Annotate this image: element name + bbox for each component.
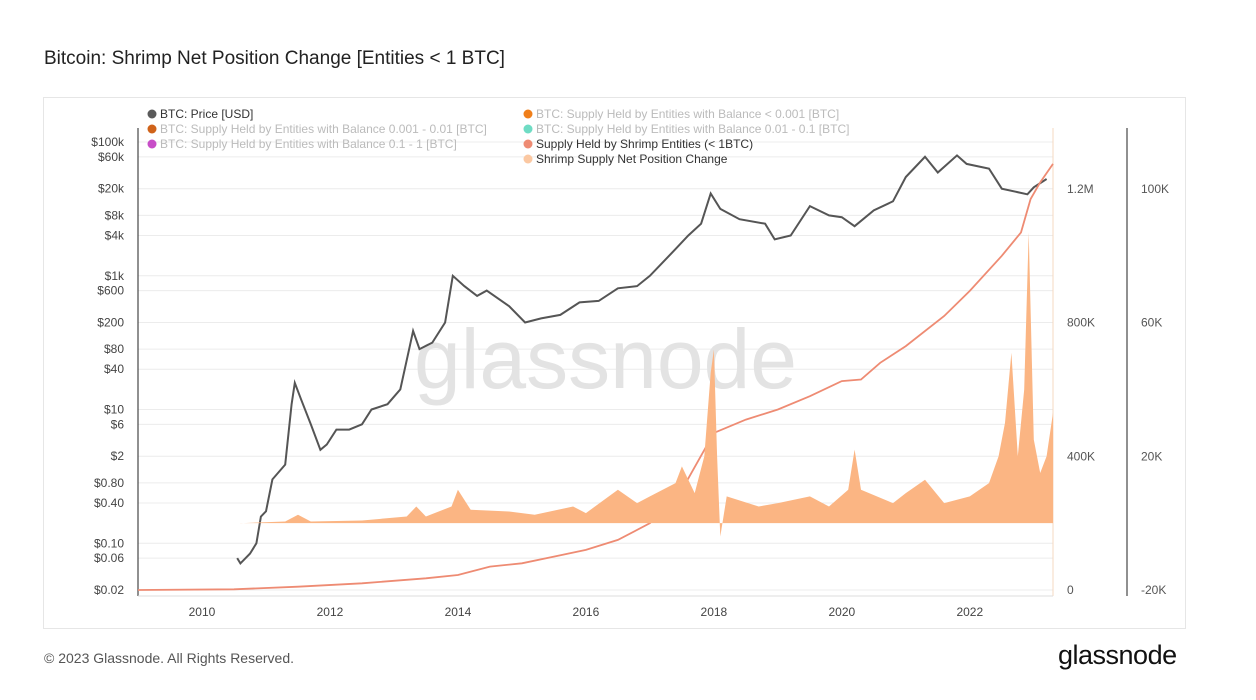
y-right-tick-label: 60K	[1141, 316, 1162, 330]
legend-label: BTC: Supply Held by Entities with Balanc…	[160, 137, 457, 151]
legend-label: BTC: Supply Held by Entities with Balanc…	[160, 122, 487, 136]
legend-marker	[147, 109, 157, 119]
glassnode-logo: glassnode	[1058, 640, 1177, 670]
y-left-tick-label: $10	[104, 403, 124, 417]
series-line-shrimp-supply	[137, 163, 1054, 591]
legend-item[interactable]: BTC: Supply Held by Entities with Balanc…	[147, 122, 487, 136]
copyright: © 2023 Glassnode. All Rights Reserved.	[44, 650, 295, 666]
x-tick-label: 2022	[956, 605, 983, 619]
legend-item[interactable]: BTC: Price [USD]	[147, 107, 254, 121]
x-tick-label: 2020	[828, 605, 855, 619]
y-left-tick-label: $0.40	[94, 496, 124, 510]
legend-item[interactable]: Supply Held by Shrimp Entities (< 1BTC)	[523, 137, 754, 151]
chart-panel: $100k $60k $20k $8k $4k $1k $600 $200 $80 $40 $10 $…	[43, 97, 1186, 629]
legend-item[interactable]: BTC: Supply Held by Entities with Balanc…	[147, 137, 457, 151]
y-left-tick-label: $40	[104, 362, 124, 376]
y-left-tick-label: $600	[97, 284, 124, 298]
legend-item[interactable]: BTC: Supply Held by Entities with Balanc…	[523, 107, 840, 121]
y-left-tick-label: $100k	[91, 135, 125, 149]
legend-marker	[523, 109, 533, 119]
legend-label: BTC: Price [USD]	[160, 107, 253, 121]
x-tick-label: 2014	[445, 605, 472, 619]
y-left-tick-label: $200	[97, 315, 124, 329]
y-left-tick-label: $20k	[98, 182, 125, 196]
y-left-tick-label: $1k	[105, 269, 125, 283]
y-right-tick-label: -20K	[1141, 583, 1166, 597]
page-title: Bitcoin: Shrimp Net Position Change [Ent…	[44, 48, 505, 69]
y-left-tick-label: $60k	[98, 150, 125, 164]
legend-label: Supply Held by Shrimp Entities (< 1BTC)	[536, 137, 753, 151]
series-area-net-position-change	[240, 232, 1053, 537]
legend-marker	[523, 124, 533, 134]
y-mid-tick-label: 800K	[1067, 316, 1095, 330]
y-left-tick-label: $6	[111, 417, 125, 431]
y-mid-tick-label: 400K	[1067, 449, 1095, 463]
x-tick-label: 2010	[189, 605, 216, 619]
x-tick-label: 2016	[573, 605, 600, 619]
watermark: glassnode	[414, 312, 797, 406]
legend-marker	[147, 124, 157, 134]
y-left-tick-label: $0.02	[94, 583, 124, 597]
y-left-tick-label: $0.06	[94, 551, 124, 565]
legend-marker	[147, 139, 157, 149]
x-tick-label: 2012	[317, 605, 344, 619]
legend-label: Shrimp Supply Net Position Change	[536, 152, 728, 166]
y-mid-tick-label: 0	[1067, 583, 1074, 597]
chart: $100k$60k$20k$8k$4k$1k$600$200$80$40$10$…	[91, 107, 1169, 619]
y-right-tick-label: 20K	[1141, 449, 1162, 463]
y-left-tick-label: $2	[111, 449, 125, 463]
y-left-tick-label: $80	[104, 342, 124, 356]
legend-marker	[523, 154, 533, 164]
legend-label: BTC: Supply Held by Entities with Balanc…	[536, 122, 849, 136]
y-left-tick-label: $0.80	[94, 476, 124, 490]
legend-item[interactable]: Shrimp Supply Net Position Change	[523, 152, 728, 166]
x-tick-label: 2018	[701, 605, 728, 619]
y-left-tick-label: $8k	[105, 208, 125, 222]
y-right-tick-label: 100K	[1141, 182, 1169, 196]
legend-item[interactable]: BTC: Supply Held by Entities with Balanc…	[523, 122, 850, 136]
series-line-btc-price	[236, 154, 1048, 566]
y-left-tick-label: $0.10	[94, 536, 124, 550]
y-mid-tick-label: 1.2M	[1067, 182, 1094, 196]
legend-marker	[523, 139, 533, 149]
legend-label: BTC: Supply Held by Entities with Balanc…	[536, 107, 839, 121]
y-left-tick-label: $4k	[105, 228, 125, 242]
